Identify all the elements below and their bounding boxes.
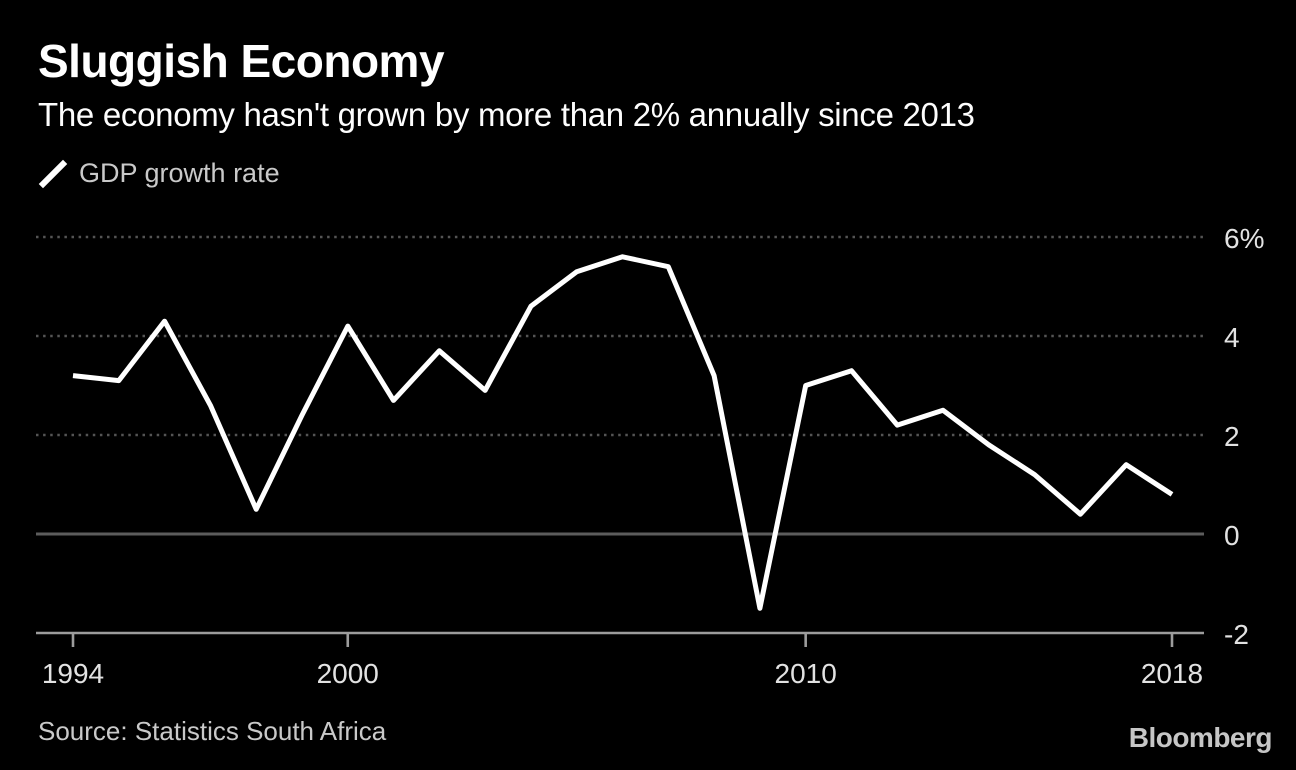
- gdp-growth-line-series: [72, 254, 1174, 611]
- chart-legend: GDP growth rate: [38, 158, 280, 189]
- x-axis-tick-label: 2010: [775, 658, 837, 689]
- x-axis-tick-label: 2000: [317, 658, 379, 689]
- y-axis-tick-label: 0: [1224, 520, 1240, 551]
- legend-series-label: GDP growth rate: [79, 158, 280, 188]
- y-axis-tick-label: -2: [1224, 619, 1249, 650]
- page-title: Sluggish Economy: [38, 35, 445, 87]
- y-axis-tick-label: 6%: [1224, 223, 1264, 254]
- line-series-marker-icon: [38, 159, 68, 188]
- source-attribution: Source: Statistics South Africa: [38, 716, 387, 746]
- x-axis-tick-label: 2018: [1141, 658, 1203, 689]
- chart-subtitle: The economy hasn't grown by more than 2%…: [38, 96, 975, 133]
- x-axis-tick-label: 1994: [42, 658, 104, 689]
- y-axis-tick-label: 4: [1224, 322, 1240, 353]
- bloomberg-logo: Bloomberg: [1128, 722, 1273, 753]
- y-axis-tick-label: 2: [1224, 421, 1240, 452]
